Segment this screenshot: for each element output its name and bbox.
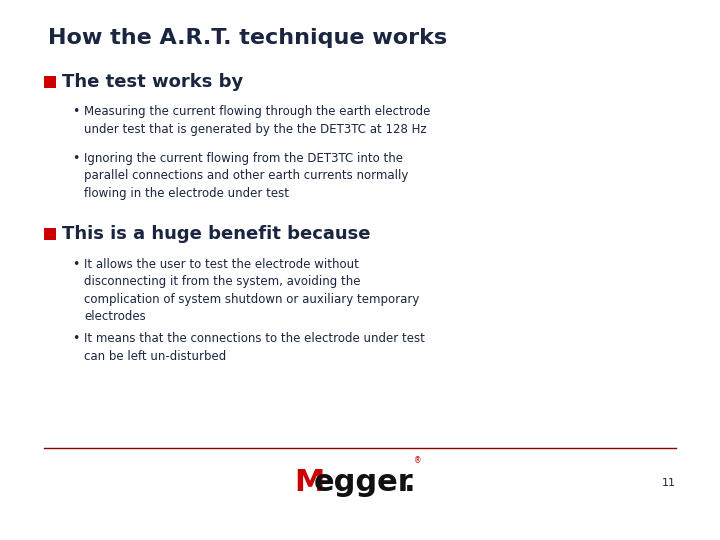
Text: egger: egger — [314, 468, 414, 497]
Text: Measuring the current flowing through the earth electrode
under test that is gen: Measuring the current flowing through th… — [84, 105, 431, 136]
Text: It means that the connections to the electrode under test
can be left un-disturb: It means that the connections to the ele… — [84, 332, 425, 362]
Text: •: • — [72, 258, 79, 271]
Text: ®: ® — [414, 456, 421, 465]
Bar — [44, 228, 56, 240]
Text: •: • — [72, 105, 79, 118]
Text: •: • — [72, 332, 79, 345]
Text: .: . — [404, 468, 415, 497]
Text: It allows the user to test the electrode without
disconnecting it from the syste: It allows the user to test the electrode… — [84, 258, 419, 323]
Text: The test works by: The test works by — [62, 73, 243, 91]
Bar — [44, 76, 56, 88]
Text: This is a huge benefit because: This is a huge benefit because — [62, 225, 371, 243]
Text: How the A.R.T. technique works: How the A.R.T. technique works — [48, 28, 447, 48]
Text: M: M — [294, 468, 325, 497]
Text: Ignoring the current flowing from the DET3TC into the
parallel connections and o: Ignoring the current flowing from the DE… — [84, 152, 408, 200]
Text: 11: 11 — [662, 478, 676, 488]
Text: •: • — [72, 152, 79, 165]
